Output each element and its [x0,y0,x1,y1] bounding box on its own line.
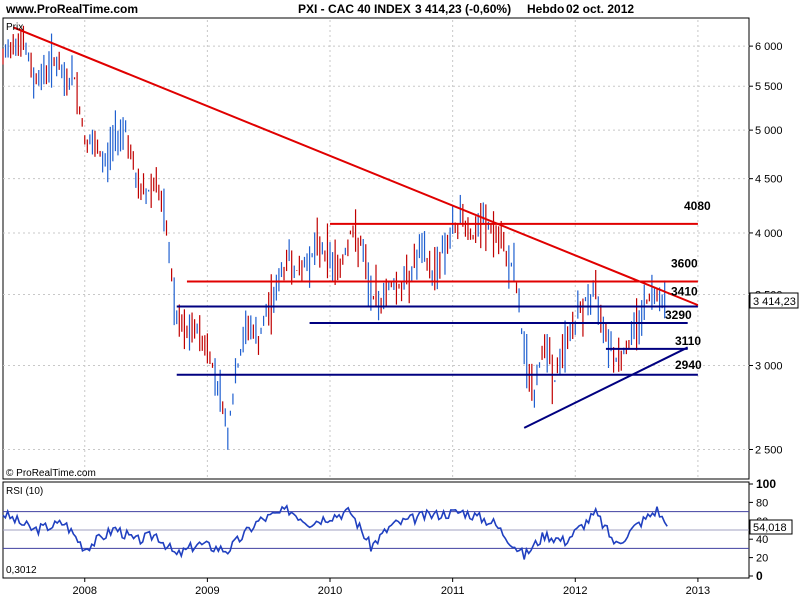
period-label: Hebdo [527,2,565,16]
price-tick-label: 6 000 [755,41,783,53]
date-label: 02 oct. 2012 [566,2,635,16]
rsi-current-label: 54,018 [753,522,787,534]
rsi-panel[interactable]: RSI (10) 0,3012 100806040200 54,018 [2,477,793,583]
price-panel-frame [2,17,750,480]
price-tick-label: 4 000 [755,228,783,240]
level-label-3410: 3410 [671,284,698,298]
x-tick-label: 2009 [195,585,219,597]
chart-title: PXI - CAC 40 INDEX [298,2,411,16]
rsi-tick-label: 100 [756,477,776,491]
last-value: 3 414,23 (-0,60%) [415,2,512,16]
rsi-tick-label: 0 [756,569,763,583]
x-tick-label: 2008 [73,585,97,597]
level-label-3290: 3290 [665,308,692,322]
price-tick-label: 4 500 [755,174,783,186]
rsi-series [2,504,668,560]
rsi-corner-value: 0,3012 [6,565,37,576]
watermark: © ProRealTime.com [6,468,96,479]
rsi-tick-label: 80 [756,497,768,509]
x-tick-label: 2013 [686,585,710,597]
price-series [2,25,666,450]
rsi-tick-label: 40 [756,534,768,546]
current-price-box [749,292,799,309]
level-label-4080: 4080 [684,199,711,213]
price-panel-label: Prix [6,22,23,33]
price-grid [3,20,749,478]
level-label-2940: 2940 [675,358,702,372]
trendline-1 [523,346,689,429]
rsi-tick-label: 20 [756,553,768,565]
rsi-y-axis: 100806040200 [749,477,776,583]
price-tick-label: 3 000 [755,360,783,372]
x-tick-label: 2010 [318,585,342,597]
support-resistance-lines [12,26,699,429]
level-label-3110: 3110 [675,334,701,348]
site-url: www.ProRealTime.com [6,2,139,16]
level-labels: 4080 3600 3410 3290 3110 2940 [665,199,711,372]
price-tick-label: 5 500 [755,81,783,93]
price-panel[interactable]: Prix © ProRealTime.com 6 000 5 500 5 000 4 … [2,17,799,480]
price-tick-label: 2 500 [755,444,783,456]
rsi-current-box [749,519,793,535]
price-tick-label: 5 000 [755,125,783,137]
rsi-line [2,504,668,560]
x-tick-label: 2011 [441,585,465,597]
level-label-3600: 3600 [671,256,698,270]
current-price-label: 3 414,23 [753,296,796,308]
trendline-0 [12,26,699,307]
x-tick-label: 2012 [563,585,587,597]
x-axis: 2008 2009 2010 2011 2012 2013 [73,578,710,597]
rsi-panel-label: RSI (10) [6,486,43,497]
